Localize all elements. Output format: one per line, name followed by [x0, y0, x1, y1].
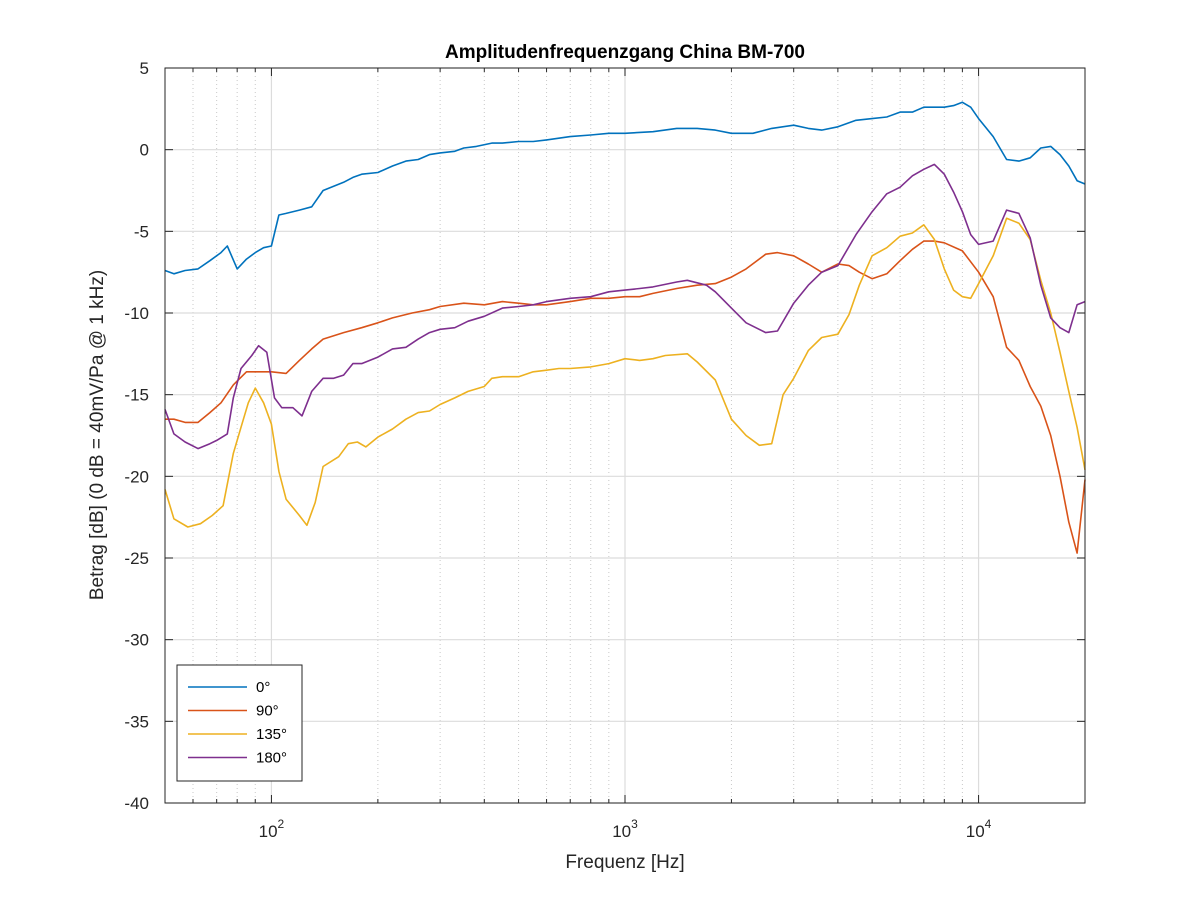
series-line-2	[164, 217, 1086, 528]
legend-label-2: 135°	[256, 726, 287, 743]
legend: 0° 90° 135° 180°	[176, 664, 303, 782]
series-layer	[164, 101, 1086, 554]
y-axis-label: Betrag [dB] (0 dB = 40mV/Pa @ 1 kHz)	[87, 270, 108, 600]
legend-label-0: 0°	[256, 679, 270, 696]
y-tick-label: -30	[124, 631, 149, 650]
chart-title: Amplitudenfrequenzgang China BM-700	[445, 42, 805, 63]
x-tick-label: 104	[966, 817, 992, 841]
legend-box	[176, 664, 303, 782]
y-tick-label: -35	[124, 712, 149, 731]
legend-label-1: 90°	[256, 703, 279, 720]
series-line-1	[165, 240, 1086, 554]
x-axis-label: Frequenz [Hz]	[565, 852, 684, 873]
y-tick-label: -10	[124, 304, 149, 323]
x-tick-labels: 102 103 104	[259, 817, 992, 841]
series-line-0	[164, 101, 1086, 275]
y-tick-label: 5	[140, 59, 149, 78]
x-tick-label: 102	[259, 817, 285, 841]
y-tick-label: -40	[124, 794, 149, 813]
legend-label-3: 180°	[256, 750, 287, 767]
y-tick-label: -25	[124, 549, 149, 568]
y-tick-label: -15	[124, 386, 149, 405]
y-tick-label: -20	[124, 467, 149, 486]
y-tick-label: 0	[140, 141, 149, 160]
series-line-3	[164, 163, 1086, 450]
axis-ticks	[164, 67, 1086, 804]
y-tick-label: -5	[134, 222, 149, 241]
y-tick-labels: 5 0 -5 -10 -15 -20 -25 -30 -35 -40	[124, 59, 149, 813]
x-tick-label: 103	[612, 817, 638, 841]
